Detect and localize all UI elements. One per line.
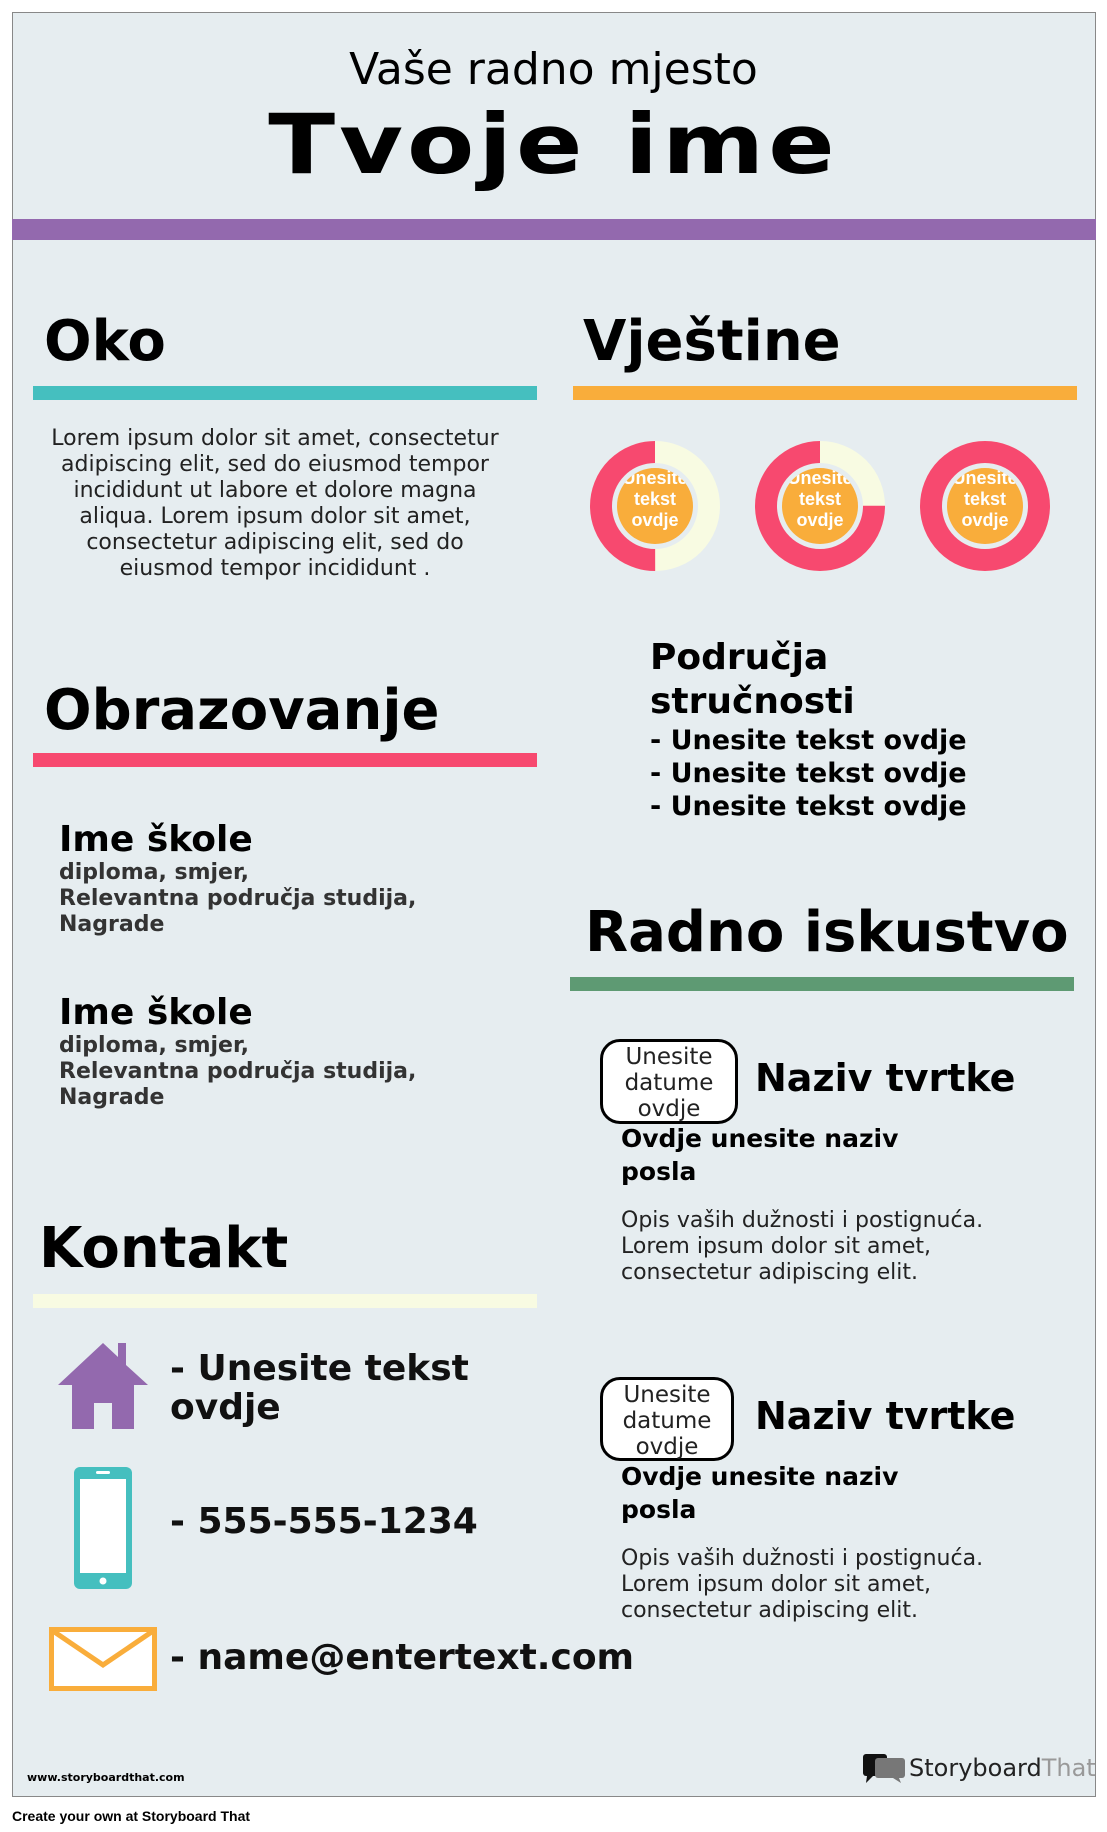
school-awards: Nagrade [59, 1085, 165, 1110]
about-title: Oko [44, 309, 166, 374]
create-your-own-link[interactable]: Create your own at Storyboard That [12, 1808, 251, 1824]
contact-email: - name@entertext.com [170, 1637, 635, 1678]
school-awards: Nagrade [59, 912, 165, 937]
donut-center [782, 468, 858, 544]
skills-divider [573, 386, 1077, 400]
donut-fill [755, 441, 885, 571]
footer-url[interactable]: www.storyboardthat.com [27, 1771, 185, 1784]
school-name: Ime škole [59, 819, 253, 860]
job-title-header: Vaše radno mjesto [349, 44, 758, 95]
skill-donut [755, 441, 885, 571]
contact-address: - Unesite tekst ovdje [170, 1348, 469, 1428]
donut-center [947, 468, 1023, 544]
education-title: Obrazovanje [44, 678, 440, 743]
resume-canvas [12, 12, 1096, 1797]
school-fields: Relevantna područja studija, [59, 886, 417, 911]
contact-phone: - 555-555-1234 [170, 1501, 478, 1542]
speech-bubbles-icon [863, 1754, 905, 1783]
envelope-icon [49, 1627, 157, 1691]
expertise-title: Područja stručnosti [650, 637, 855, 722]
expertise-section: Područja stručnosti - Unesite tekst ovdj… [650, 636, 967, 823]
experience-divider [570, 977, 1074, 991]
expertise-item: - Unesite tekst ovdje [650, 725, 967, 756]
skill-donut [920, 441, 1050, 571]
skill-donut [590, 441, 720, 571]
school-entry: Ime škole diploma, smjer, Relevantna pod… [59, 820, 416, 938]
about-divider [33, 386, 537, 400]
house-icon [58, 1343, 148, 1429]
school-degree: diploma, smjer, [59, 1033, 249, 1058]
expertise-item: - Unesite tekst ovdje [650, 791, 967, 822]
school-entry: Ime škole diploma, smjer, Relevantna pod… [59, 993, 416, 1111]
donut-label: Unesite tekst ovdje [622, 468, 688, 530]
expertise-item: - Unesite tekst ovdje [650, 758, 967, 789]
job-position: Ovdje unesite naziv posla [621, 1124, 899, 1186]
donut-fill [920, 441, 1050, 571]
donut-fill [590, 441, 720, 571]
phone-icon [74, 1467, 132, 1589]
name-header: Tvoje ime [268, 96, 839, 194]
contact-divider [33, 1294, 537, 1308]
job-company: Naziv tvrtke [755, 1056, 1016, 1100]
education-divider [33, 753, 537, 767]
job-dates: Unesite datume ovdje [600, 1377, 734, 1461]
donut-label: Unesite tekst ovdje [787, 468, 853, 530]
contact-title: Kontakt [39, 1216, 289, 1281]
skills-title: Vještine [583, 309, 841, 374]
job-description: Opis vaših dužnosti i postignuća. Lorem … [621, 1546, 984, 1623]
school-fields: Relevantna područja studija, [59, 1059, 417, 1084]
header-divider [12, 219, 1096, 240]
about-text: Lorem ipsum dolor sit amet, consectetur … [51, 426, 499, 581]
logo-text-storyboard: Storyboard [909, 1754, 1042, 1782]
school-name: Ime škole [59, 992, 253, 1033]
job-company: Naziv tvrtke [755, 1394, 1016, 1438]
job-description: Opis vaših dužnosti i postignuća. Lorem … [621, 1208, 984, 1285]
school-degree: diploma, smjer, [59, 860, 249, 885]
logo-text-that: That [1041, 1754, 1096, 1782]
storyboardthat-logo: Storyboard That [863, 1752, 1096, 1784]
job-position: Ovdje unesite naziv posla [621, 1462, 899, 1524]
job-dates: Unesite datume ovdje [600, 1039, 738, 1124]
experience-title: Radno iskustvo [585, 900, 1069, 965]
donut-label: Unesite tekst ovdje [952, 468, 1018, 530]
donut-center [617, 468, 693, 544]
